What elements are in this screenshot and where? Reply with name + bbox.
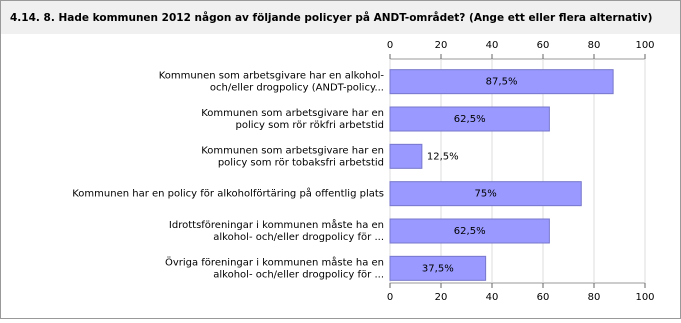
- y-tick-label: Idrottsföreningar i kommunen måste ha en: [169, 218, 384, 231]
- chart-title: 4.14. 8. Hade kommunen 2012 någon av föl…: [10, 11, 652, 24]
- x-tick-label: 0: [387, 40, 393, 51]
- bar: [389, 218, 550, 244]
- x-tick-label: 100: [635, 40, 654, 51]
- y-tick-label: och/eller drogpolicy (ANDT-policy...: [210, 83, 384, 94]
- y-tick-label: alkohol- och/eller drogpolicy för ...: [213, 232, 384, 243]
- y-tick-label: policy som rör rökfri arbetstid: [236, 120, 384, 131]
- data-label: 75%: [475, 189, 497, 200]
- title-band: [1, 1, 680, 34]
- y-tick-label: Övriga föreningar i kommunen måste ha en: [165, 255, 384, 268]
- bar: [389, 106, 550, 132]
- x-tick-label: 20: [435, 292, 448, 303]
- y-tick-label: Kommunen som arbetsgivare har en: [201, 108, 384, 119]
- x-tick-label: 60: [537, 292, 550, 303]
- x-tick-label: 80: [588, 40, 601, 51]
- x-tick-label: 80: [588, 292, 601, 303]
- y-tick-label: Kommunen har en policy för alkoholförtär…: [72, 187, 384, 200]
- x-tick-label: 0: [387, 292, 393, 303]
- y-tick-label: Kommunen som arbetsgivare har en: [201, 145, 384, 156]
- data-label: 37,5%: [422, 263, 454, 274]
- bar: [389, 69, 614, 95]
- data-label: 12,5%: [427, 151, 459, 162]
- data-label: 62,5%: [454, 114, 486, 125]
- data-label: 87,5%: [486, 77, 518, 88]
- bar: [389, 181, 582, 207]
- y-tick-label: policy som rör tobaksfri arbetstid: [218, 157, 384, 168]
- bar: [389, 255, 487, 281]
- data-label: 62,5%: [454, 226, 486, 237]
- x-tick-label: 20: [435, 40, 448, 51]
- y-tick-label: alkohol- och/eller drogpolicy för ...: [213, 269, 384, 280]
- plot-area: [389, 58, 646, 284]
- x-tick-label: 60: [537, 40, 550, 51]
- x-tick-label: 40: [486, 40, 499, 51]
- x-tick-label: 100: [635, 292, 654, 303]
- y-tick-label: Kommunen som arbetsgivare har en alkohol…: [159, 71, 385, 82]
- x-tick-label: 40: [486, 292, 499, 303]
- bar: [389, 143, 423, 169]
